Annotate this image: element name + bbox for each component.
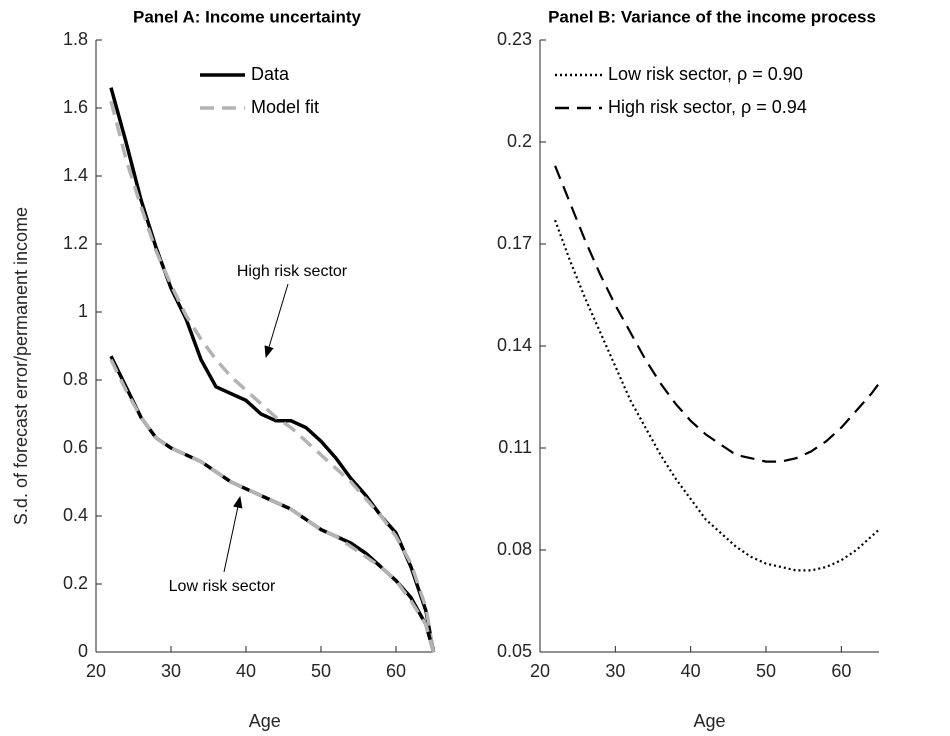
y-tick-label: 0.11: [498, 437, 532, 457]
y-tick-label: 0.05: [497, 641, 532, 661]
x-tick-label: 30: [161, 661, 181, 681]
legend-label: Low risk sector, ρ = 0.90: [608, 64, 803, 84]
series-line: [109, 100, 436, 653]
annotation: High risk sector: [237, 263, 348, 280]
x-tick-label: 40: [236, 661, 256, 681]
annotation-arrow: [223, 495, 243, 573]
y-axis-label: S.d. of forecast error/permanent income: [11, 207, 31, 525]
series-line: [109, 355, 436, 653]
y-tick-label: 0.6: [63, 437, 88, 457]
y-tick-label: 0.14: [497, 335, 532, 355]
y-tick-label: 0.23: [497, 29, 532, 49]
x-tick-label: 60: [386, 661, 406, 681]
y-tick-label: 1.6: [63, 97, 88, 117]
y-tick-label: 0.17: [497, 233, 532, 253]
x-tick-label: 50: [756, 661, 776, 681]
annotation: Low risk sector: [169, 578, 276, 595]
x-tick-label: 30: [605, 661, 625, 681]
y-tick-label: 0.08: [497, 539, 532, 559]
series-line: [109, 87, 436, 653]
x-tick-label: 20: [86, 661, 106, 681]
x-axis-label: Age: [693, 711, 725, 731]
y-tick-label: 1.4: [63, 165, 88, 185]
legend-label: Model fit: [251, 97, 319, 117]
series-line: [554, 165, 880, 463]
legend-label: Data: [251, 64, 290, 84]
y-tick-label: 0: [78, 641, 88, 661]
annotation-arrow: [264, 283, 289, 359]
series-line: [109, 358, 436, 653]
chart-title: Panel B: Variance of the income process: [548, 7, 876, 26]
y-tick-label: 0.8: [63, 369, 88, 389]
x-axis-label: Age: [249, 711, 281, 731]
x-tick-label: 60: [831, 661, 851, 681]
y-tick-label: 1: [78, 301, 88, 321]
x-tick-label: 20: [530, 661, 550, 681]
y-tick-label: 0.4: [63, 505, 88, 525]
legend-label: High risk sector, ρ = 0.94: [608, 97, 807, 117]
chart-title: Panel A: Income uncertainty: [133, 7, 362, 26]
x-tick-label: 40: [681, 661, 701, 681]
x-tick-label: 50: [311, 661, 331, 681]
y-tick-label: 1.2: [63, 233, 88, 253]
y-tick-label: 0.2: [507, 131, 532, 151]
y-tick-label: 0.2: [63, 573, 88, 593]
y-tick-label: 1.8: [63, 29, 88, 49]
series-line: [554, 219, 880, 572]
